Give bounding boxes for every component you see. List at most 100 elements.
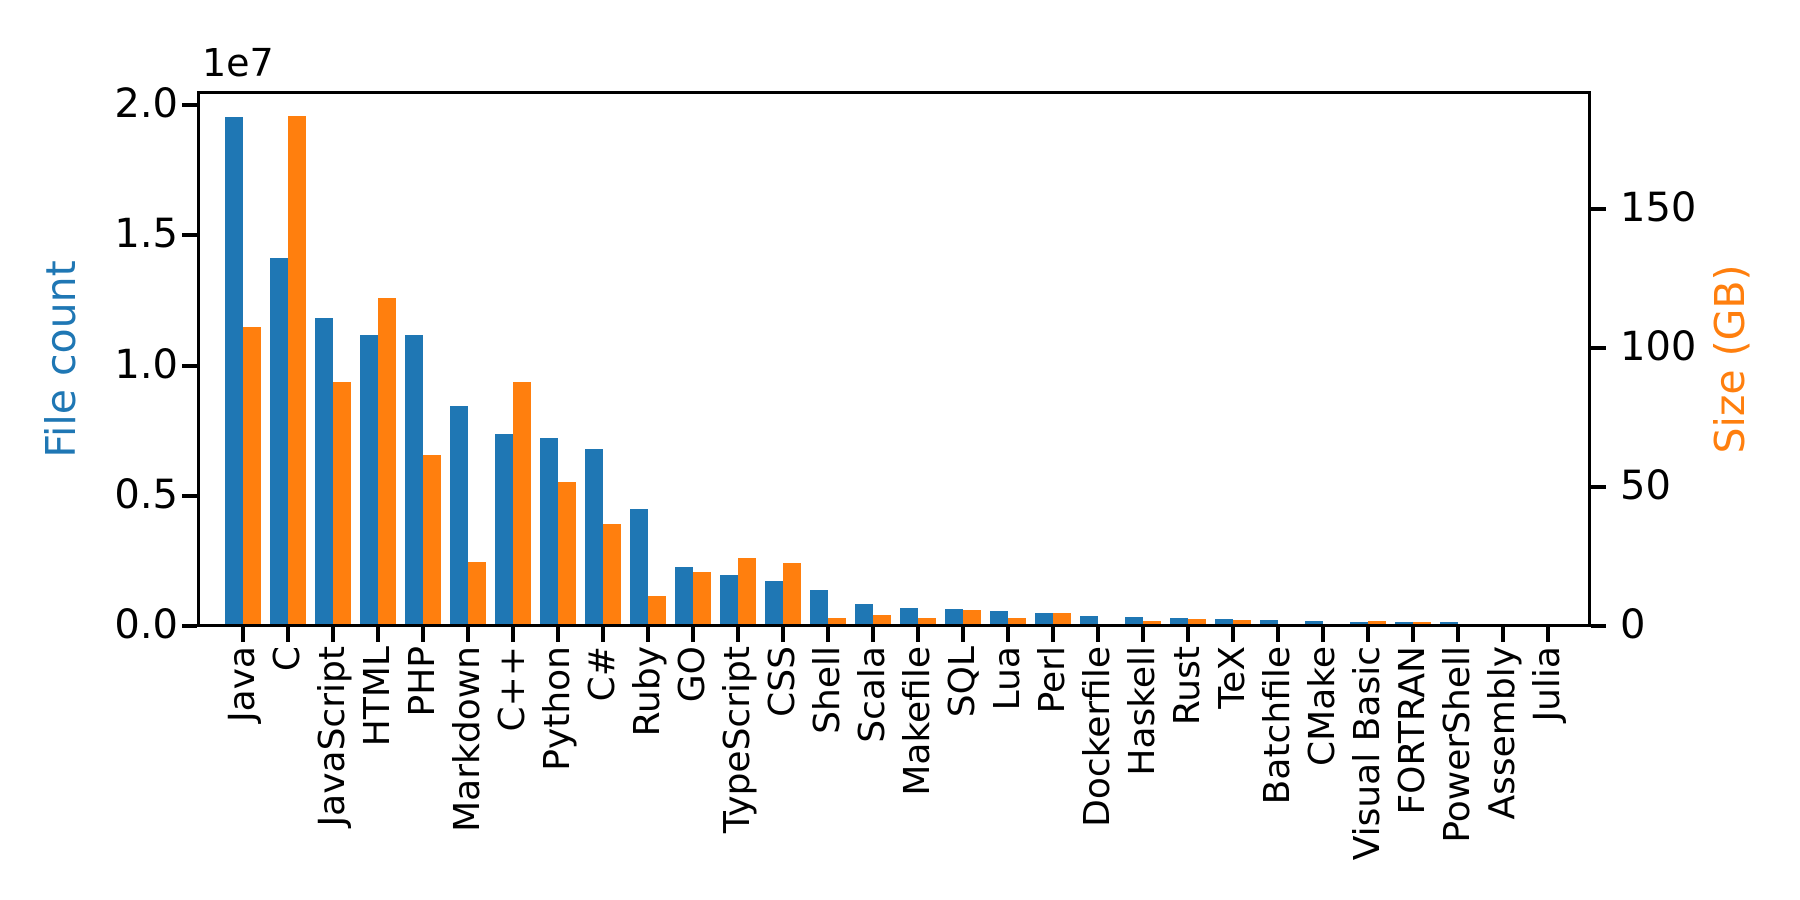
x-tick-mark (646, 627, 651, 642)
bar-size-gb (1323, 624, 1342, 626)
x-tick-mark (1411, 627, 1416, 642)
x-tick-label-text: Haskell (1122, 646, 1164, 776)
x-tick-label-text: Python (537, 646, 579, 771)
x-tick-label-text: Dockerfile (1077, 646, 1119, 827)
x-tick-mark (1006, 627, 1011, 642)
x-tick-label-text: HTML (357, 646, 399, 747)
right-axis-title: Size (GB) (1706, 264, 1754, 454)
bar-file-count (540, 437, 559, 626)
bar-size-gb (918, 617, 937, 626)
bar-file-count (450, 405, 469, 626)
bar-size-gb (1458, 624, 1477, 626)
x-tick-label-text: Julia (1527, 646, 1569, 722)
bar-file-count (1215, 619, 1234, 626)
bar-file-count (630, 509, 649, 626)
bar-size-gb (603, 523, 622, 626)
bar-file-count (990, 610, 1009, 626)
x-tick-mark (421, 627, 426, 642)
x-tick-mark (826, 627, 831, 642)
x-tick-mark (241, 627, 246, 642)
x-tick-label-text: JavaScript (312, 646, 354, 827)
left-tick-label: 0.0 (114, 602, 178, 648)
bar-size-gb (873, 615, 892, 626)
x-tick-mark (331, 627, 336, 642)
x-tick-label-text: Assembly (1482, 646, 1524, 820)
bar-size-gb (1368, 620, 1387, 626)
x-tick-mark (1456, 627, 1461, 642)
bar-file-count (1260, 619, 1279, 626)
bar-size-gb (378, 297, 397, 626)
x-tick-label-text: TypeScript (717, 646, 759, 834)
left-axis-title: File count (37, 260, 85, 458)
bar-file-count (270, 257, 289, 626)
x-tick-label-text: C++ (492, 646, 534, 732)
x-tick-mark (1186, 627, 1191, 642)
x-tick-label-text: Perl (1032, 646, 1074, 714)
left-tick-mark (182, 103, 197, 108)
x-tick-mark (1366, 627, 1371, 642)
right-tick-label: 0 (1620, 602, 1646, 648)
bar-file-count (360, 334, 379, 626)
bar-size-gb (1053, 612, 1072, 626)
left-tick-label: 1.0 (114, 341, 178, 388)
x-tick-label-text: FORTRAN (1392, 646, 1434, 815)
x-tick-mark (286, 627, 291, 642)
bar-file-count (1440, 622, 1459, 626)
x-tick-label-text: TeX (1212, 646, 1254, 709)
bar-file-count (1305, 621, 1324, 626)
bar-size-gb (558, 481, 577, 626)
bar-size-gb (1413, 621, 1432, 626)
x-tick-label-text: Ruby (627, 646, 669, 737)
right-tick-mark (1591, 207, 1606, 212)
x-tick-mark (1276, 627, 1281, 642)
x-tick-label-text: Shell (807, 646, 849, 734)
bar-file-count (1350, 621, 1369, 626)
x-tick-mark (376, 627, 381, 642)
left-tick-mark (182, 233, 197, 238)
right-tick-mark (1591, 485, 1606, 490)
x-tick-mark (781, 627, 786, 642)
bar-file-count (1170, 617, 1189, 626)
x-tick-mark (1231, 627, 1236, 642)
bar-size-gb (288, 115, 307, 626)
x-tick-mark (1501, 627, 1506, 642)
x-tick-mark (556, 627, 561, 642)
x-tick-mark (1141, 627, 1146, 642)
bar-size-gb (468, 561, 487, 626)
x-tick-label-text: Rust (1167, 646, 1209, 726)
bar-file-count (900, 608, 919, 626)
right-tick-label: 150 (1620, 185, 1697, 232)
x-tick-label-text: Markdown (447, 646, 489, 832)
x-tick-label-text: C (267, 646, 309, 672)
x-tick-label-text: Makefile (897, 646, 939, 796)
bar-size-gb (1008, 618, 1027, 626)
x-tick-mark (916, 627, 921, 642)
bar-file-count (945, 608, 964, 626)
x-tick-label-text: SQL (942, 646, 984, 718)
left-tick-mark (182, 363, 197, 368)
bar-file-count (1080, 616, 1099, 626)
bar-size-gb (783, 563, 802, 626)
x-tick-label-text: Java (222, 646, 264, 723)
left-tick-mark (182, 493, 197, 498)
y-axis-offset-label: 1e7 (202, 41, 274, 85)
x-tick-mark (466, 627, 471, 642)
bar-file-count (765, 580, 784, 626)
bar-file-count (495, 433, 514, 626)
bar-size-gb (1278, 624, 1297, 626)
right-tick-label: 100 (1620, 324, 1697, 371)
x-tick-mark (601, 627, 606, 642)
bar-file-count (585, 448, 604, 626)
right-tick-label: 50 (1620, 463, 1671, 510)
bar-size-gb (693, 572, 712, 626)
bar-file-count (1530, 624, 1549, 626)
x-tick-mark (691, 627, 696, 642)
bar-file-count (405, 334, 424, 626)
bar-size-gb (423, 455, 442, 626)
x-tick-mark (736, 627, 741, 642)
x-tick-mark (511, 627, 516, 642)
x-tick-mark (1096, 627, 1101, 642)
left-tick-label: 0.5 (114, 471, 178, 518)
left-tick-label: 1.5 (114, 211, 178, 258)
